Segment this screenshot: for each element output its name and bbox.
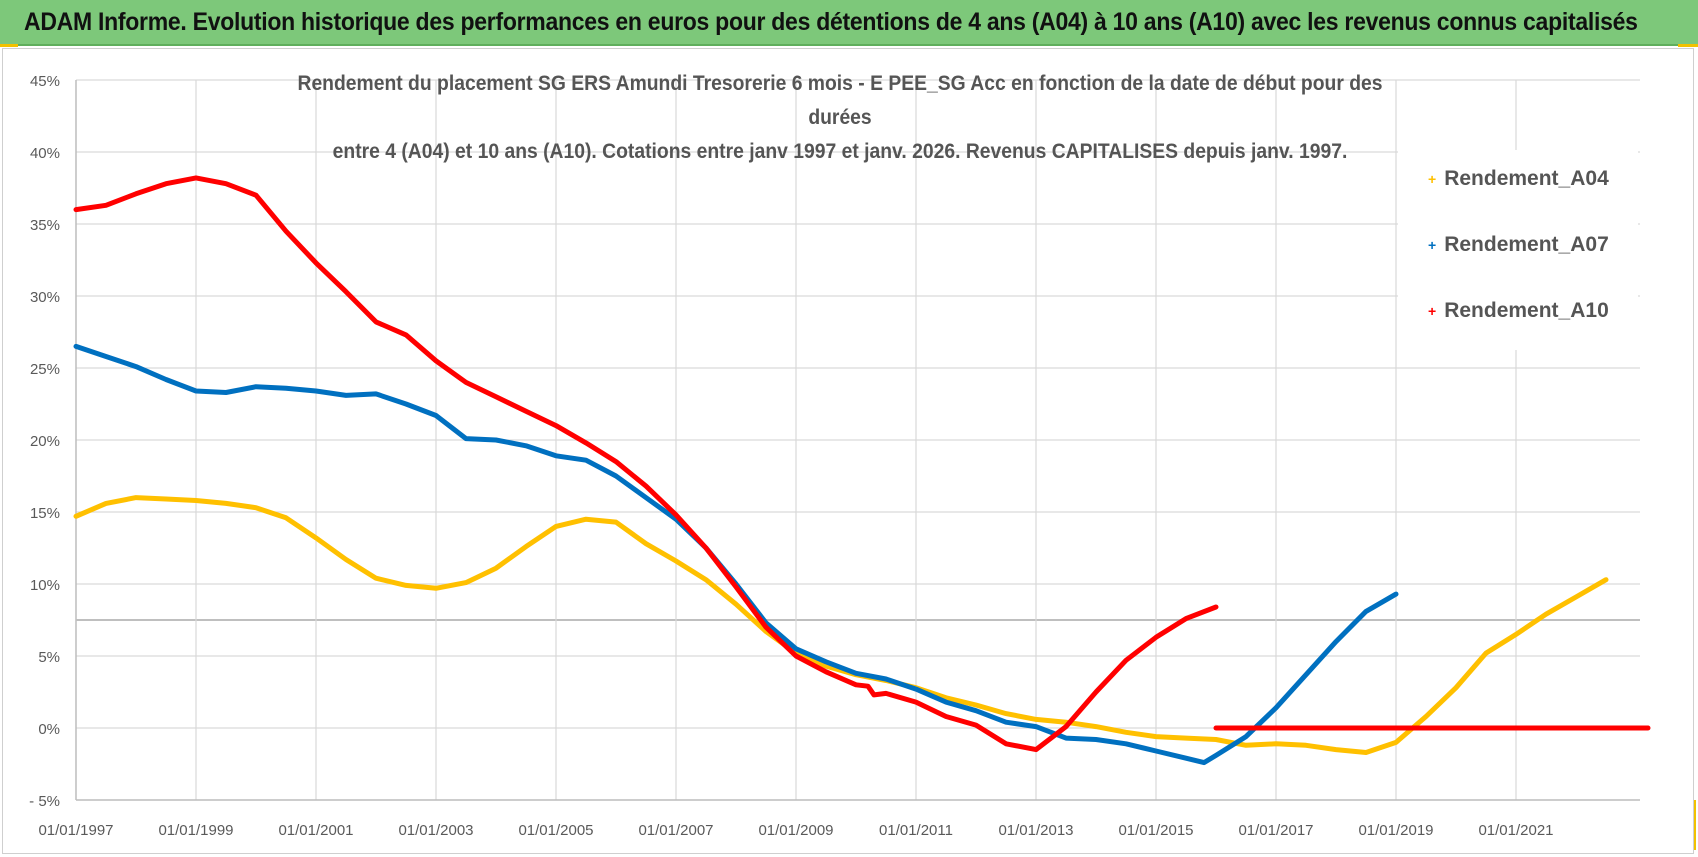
x-tick-label: 01/01/2007 — [638, 822, 713, 839]
banner-title: ADAM Informe. Evolution historique des p… — [24, 8, 1638, 36]
x-tick-label: 01/01/1997 — [38, 822, 113, 839]
y-tick-label: 25% — [30, 361, 60, 378]
top-banner: ADAM Informe. Evolution historique des p… — [0, 0, 1698, 46]
y-tick-label: 45% — [30, 73, 60, 90]
series-line-rendement-a07 — [73, 343, 1399, 766]
y-tick-label: 15% — [30, 505, 60, 522]
y-tick-label: - 5% — [29, 793, 60, 810]
x-tick-label: 01/01/2013 — [998, 822, 1073, 839]
chart-legend: + Rendement_A04 + Rendement_A07 + Rendem… — [1398, 150, 1638, 350]
legend-label-a07: Rendement_A07 — [1444, 233, 1609, 256]
corner-accent-bottom-right — [1693, 800, 1696, 850]
x-tick-label: 01/01/2015 — [1118, 822, 1193, 839]
x-tick-label: 01/01/2001 — [278, 822, 353, 839]
legend-label-a04: Rendement_A04 — [1444, 167, 1609, 190]
x-tick-label: 01/01/2009 — [758, 822, 833, 839]
y-tick-label: 30% — [30, 289, 60, 306]
x-tick-label: 01/01/2003 — [398, 822, 473, 839]
legend-marker-a04-icon: + — [1428, 171, 1437, 187]
legend-label-a10: Rendement_A10 — [1444, 299, 1609, 322]
x-tick-label: 01/01/2005 — [518, 822, 593, 839]
legend-marker-a10-icon: + — [1428, 303, 1437, 319]
legend-item-a04: + Rendement_A04 — [1428, 164, 1609, 194]
legend-marker-a07-icon: + — [1428, 237, 1437, 253]
y-tick-label: 40% — [30, 145, 60, 162]
series-line-rendement-a10 — [73, 175, 1219, 753]
y-tick-label: 35% — [30, 217, 60, 234]
chart-title: Rendement du placement SG ERS Amundi Tre… — [297, 67, 1383, 169]
corner-accent-top-right — [1678, 44, 1698, 47]
x-tick-label: 01/01/2017 — [1238, 822, 1313, 839]
y-tick-label: 5% — [38, 649, 60, 666]
x-tick-label: 01/01/2019 — [1358, 822, 1433, 839]
y-tick-label: 0% — [38, 721, 60, 738]
chart-title-line-1: Rendement du placement SG ERS Amundi Tre… — [297, 72, 1383, 129]
chart-title-line-2: entre 4 (A04) et 10 ans (A10). Cotations… — [332, 140, 1348, 163]
x-tick-label: 01/01/2011 — [879, 822, 953, 839]
series-line-rendement-a04 — [73, 495, 1609, 755]
corner-accent-top-left — [0, 44, 18, 47]
x-tick-label: 01/01/1999 — [158, 822, 233, 839]
y-tick-label: 20% — [30, 433, 60, 450]
legend-item-a10: + Rendement_A10 — [1428, 296, 1609, 326]
y-tick-label: 10% — [30, 577, 60, 594]
x-tick-label: 01/01/2021 — [1478, 822, 1553, 839]
chart-frame — [2, 48, 1694, 854]
legend-item-a07: + Rendement_A07 — [1428, 230, 1609, 260]
